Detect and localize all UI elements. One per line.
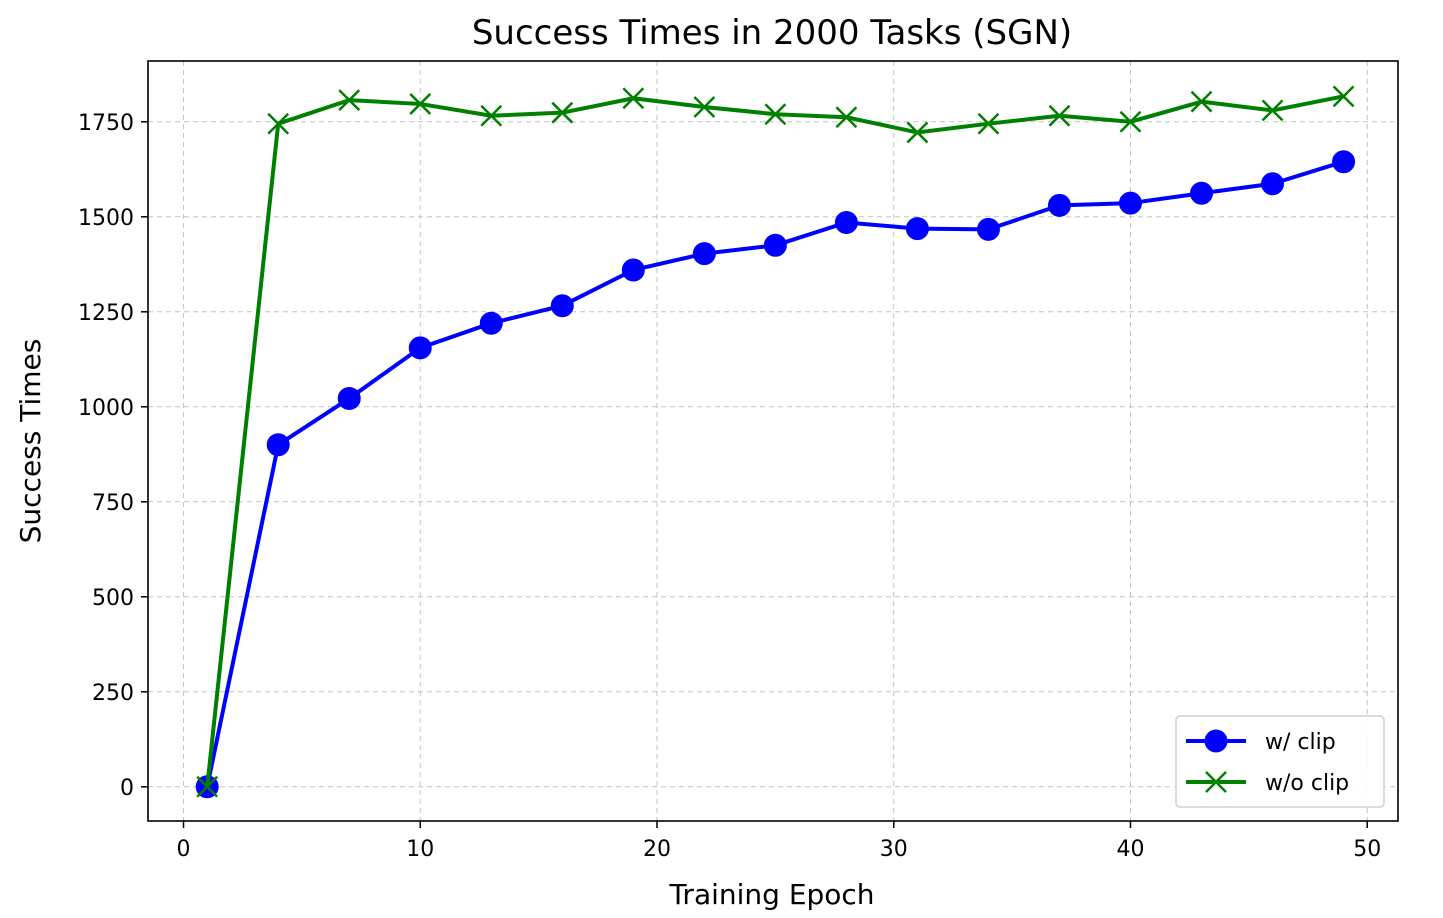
axes-frame: [147, 60, 1399, 822]
series-wo-clip: [196, 85, 1355, 798]
data-point: [550, 294, 574, 318]
legend-marker: [1204, 729, 1228, 753]
data-point: [1190, 90, 1213, 113]
x-axis-label: Training Epoch: [668, 878, 874, 911]
y-tick-label: 750: [92, 491, 134, 516]
data-point: [1261, 99, 1284, 122]
data-point: [480, 104, 503, 127]
data-point: [338, 89, 361, 112]
data-point: [196, 775, 219, 798]
data-point: [763, 233, 787, 257]
data-point: [266, 433, 290, 457]
data-point: [551, 101, 574, 124]
legend-box: [1175, 715, 1385, 808]
legend-item: w/o clip: [1186, 771, 1349, 796]
y-tick-label: 1250: [78, 301, 134, 326]
y-axis-label: Success Times: [14, 339, 47, 544]
data-point: [622, 87, 645, 110]
data-point: [834, 211, 858, 234]
data-point: [1119, 110, 1142, 133]
data-point: [976, 217, 1000, 241]
x-tick-label: 50: [1353, 837, 1381, 862]
y-tick-label: 0: [120, 776, 134, 801]
series-w-clip: [195, 150, 1356, 799]
series-layer: [195, 85, 1356, 799]
x-tick-label: 10: [406, 837, 434, 862]
x-tick-label: 0: [177, 837, 191, 862]
legend-marker: [1205, 771, 1227, 793]
data-point: [906, 121, 929, 144]
y-tick-label: 1750: [78, 111, 134, 136]
data-point: [409, 93, 432, 115]
data-point: [1047, 193, 1071, 217]
y-tick-label: 1500: [78, 206, 134, 231]
data-point: [1261, 172, 1285, 196]
data-point: [1048, 104, 1071, 127]
series-line: [205, 94, 1344, 788]
x-tick-label: 30: [880, 837, 908, 862]
x-tick-label: 40: [1116, 837, 1144, 862]
data-point: [1190, 181, 1214, 205]
legend-label: w/ clip: [1265, 730, 1336, 755]
data-point: [977, 112, 1000, 135]
data-point: [905, 217, 929, 241]
data-point: [693, 96, 716, 118]
data-point: [337, 386, 361, 410]
x-tick-label: 20: [643, 837, 671, 862]
data-point: [408, 336, 432, 360]
legend-item: w/ clip: [1186, 729, 1336, 755]
data-point: [1332, 85, 1355, 108]
data-point: [621, 258, 645, 282]
data-point: [1118, 191, 1142, 215]
legend: w/ clip w/o clip: [1175, 715, 1385, 808]
data-point: [267, 112, 290, 135]
y-tick-label: 1000: [78, 396, 134, 421]
chart-title: Success Times in 2000 Tasks (SGN): [472, 13, 1072, 53]
y-tick-label: 250: [92, 681, 134, 706]
y-tick-label: 500: [92, 586, 134, 611]
data-point: [835, 106, 858, 129]
data-point: [1332, 150, 1356, 174]
data-point: [479, 311, 503, 335]
data-point: [764, 103, 787, 126]
grid-lines: [148, 61, 1398, 821]
legend-label: w/o clip: [1265, 771, 1349, 796]
data-point: [692, 242, 716, 266]
